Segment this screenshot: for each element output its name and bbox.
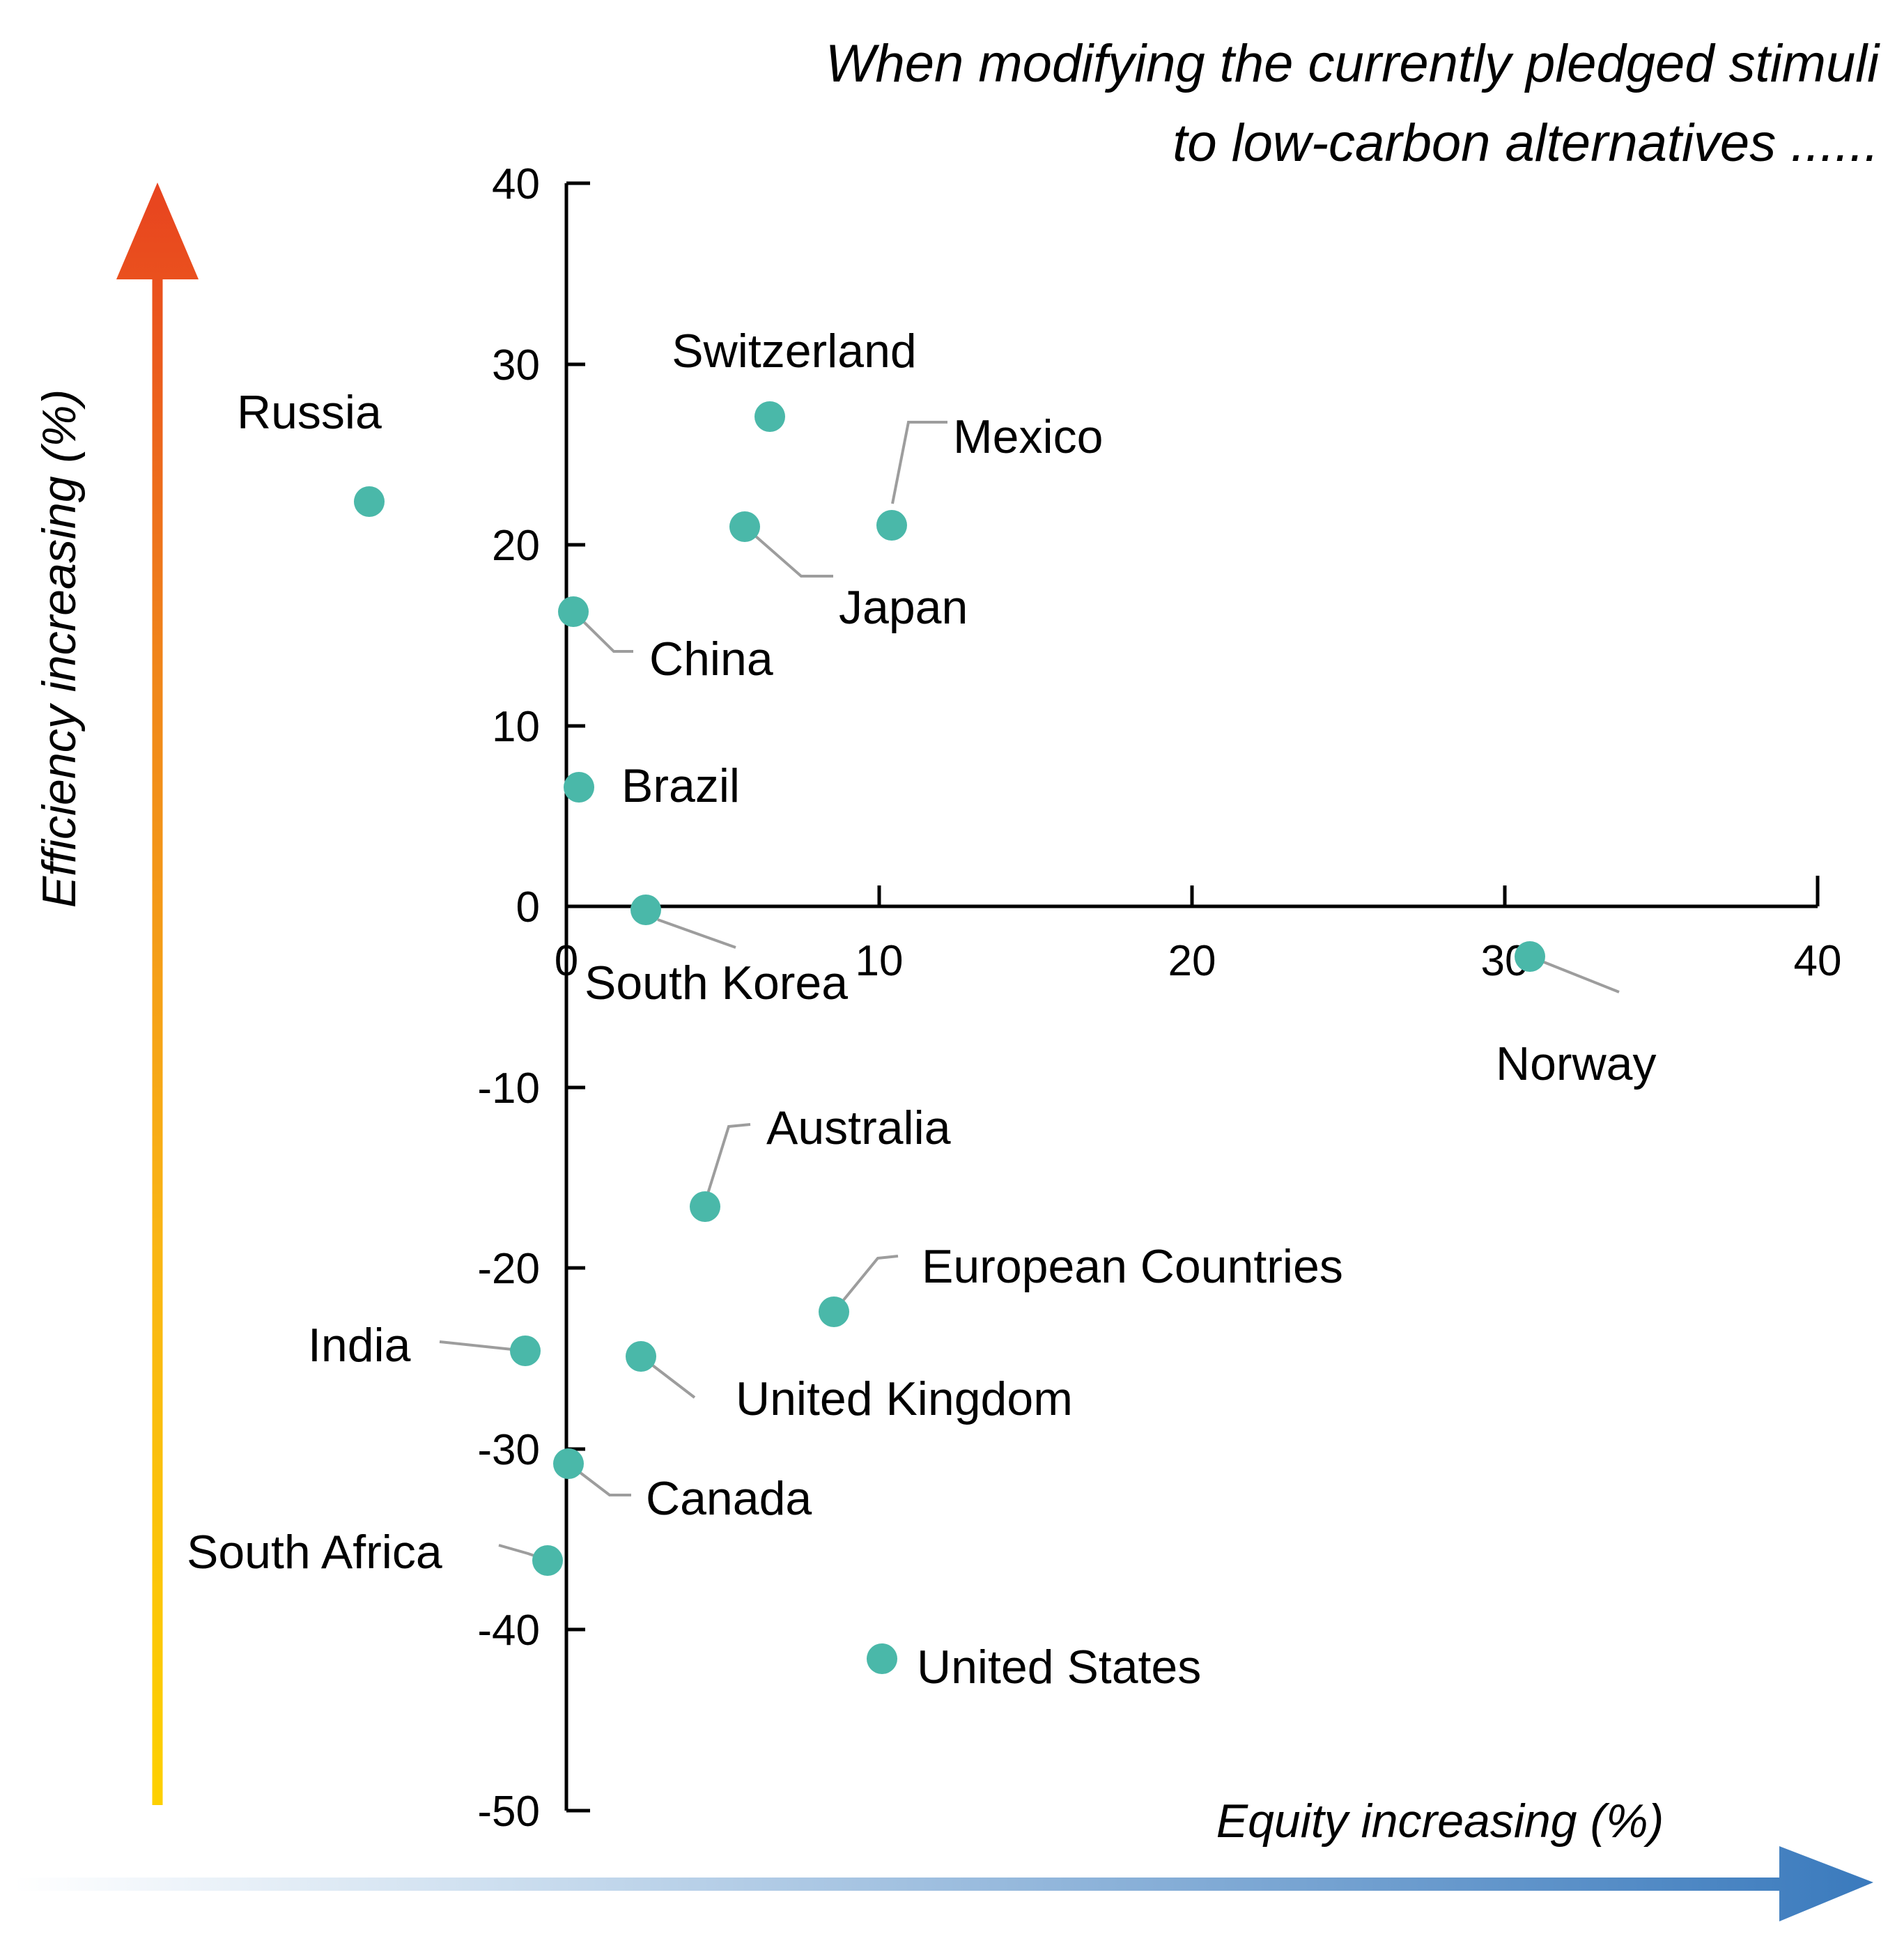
svg-text:-30: -30 <box>477 1426 540 1474</box>
svg-text:United States: United States <box>917 1641 1201 1694</box>
svg-text:0: 0 <box>516 883 540 931</box>
svg-text:-20: -20 <box>477 1245 540 1293</box>
svg-text:South Africa: South Africa <box>187 1526 442 1579</box>
svg-text:Norway: Norway <box>1496 1037 1657 1090</box>
svg-text:Brazil: Brazil <box>621 759 740 812</box>
svg-text:40: 40 <box>1794 937 1842 985</box>
svg-text:China: China <box>649 633 773 686</box>
svg-text:India: India <box>308 1319 411 1372</box>
svg-text:10: 10 <box>856 937 904 985</box>
svg-text:European Countries: European Countries <box>922 1240 1343 1293</box>
svg-text:Mexico: Mexico <box>953 410 1103 463</box>
svg-text:Australia: Australia <box>766 1101 951 1154</box>
svg-text:10: 10 <box>492 703 540 751</box>
svg-text:40: 40 <box>492 160 540 208</box>
svg-text:Canada: Canada <box>646 1472 812 1525</box>
svg-text:United Kingdom: United Kingdom <box>736 1372 1073 1425</box>
svg-text:Switzerland: Switzerland <box>672 325 917 378</box>
svg-text:-50: -50 <box>477 1788 540 1836</box>
svg-text:Equity increasing (%): Equity increasing (%) <box>1216 1795 1664 1848</box>
svg-text:30: 30 <box>492 341 540 389</box>
svg-text:South Korea: South Korea <box>585 957 848 1009</box>
svg-text:to low-carbon alternatives ...: to low-carbon alternatives ...... <box>1172 114 1879 173</box>
svg-text:Russia: Russia <box>237 386 382 439</box>
svg-text:Japan: Japan <box>839 581 968 634</box>
svg-text:-40: -40 <box>477 1607 540 1655</box>
svg-text:-10: -10 <box>477 1065 540 1113</box>
svg-text:When modifying the currently p: When modifying the currently pledged sti… <box>826 34 1880 93</box>
svg-text:20: 20 <box>1168 937 1216 985</box>
svg-text:20: 20 <box>492 522 540 570</box>
svg-text:Efficiency increasing (%): Efficiency increasing (%) <box>33 389 86 908</box>
svg-text:0: 0 <box>555 937 578 985</box>
